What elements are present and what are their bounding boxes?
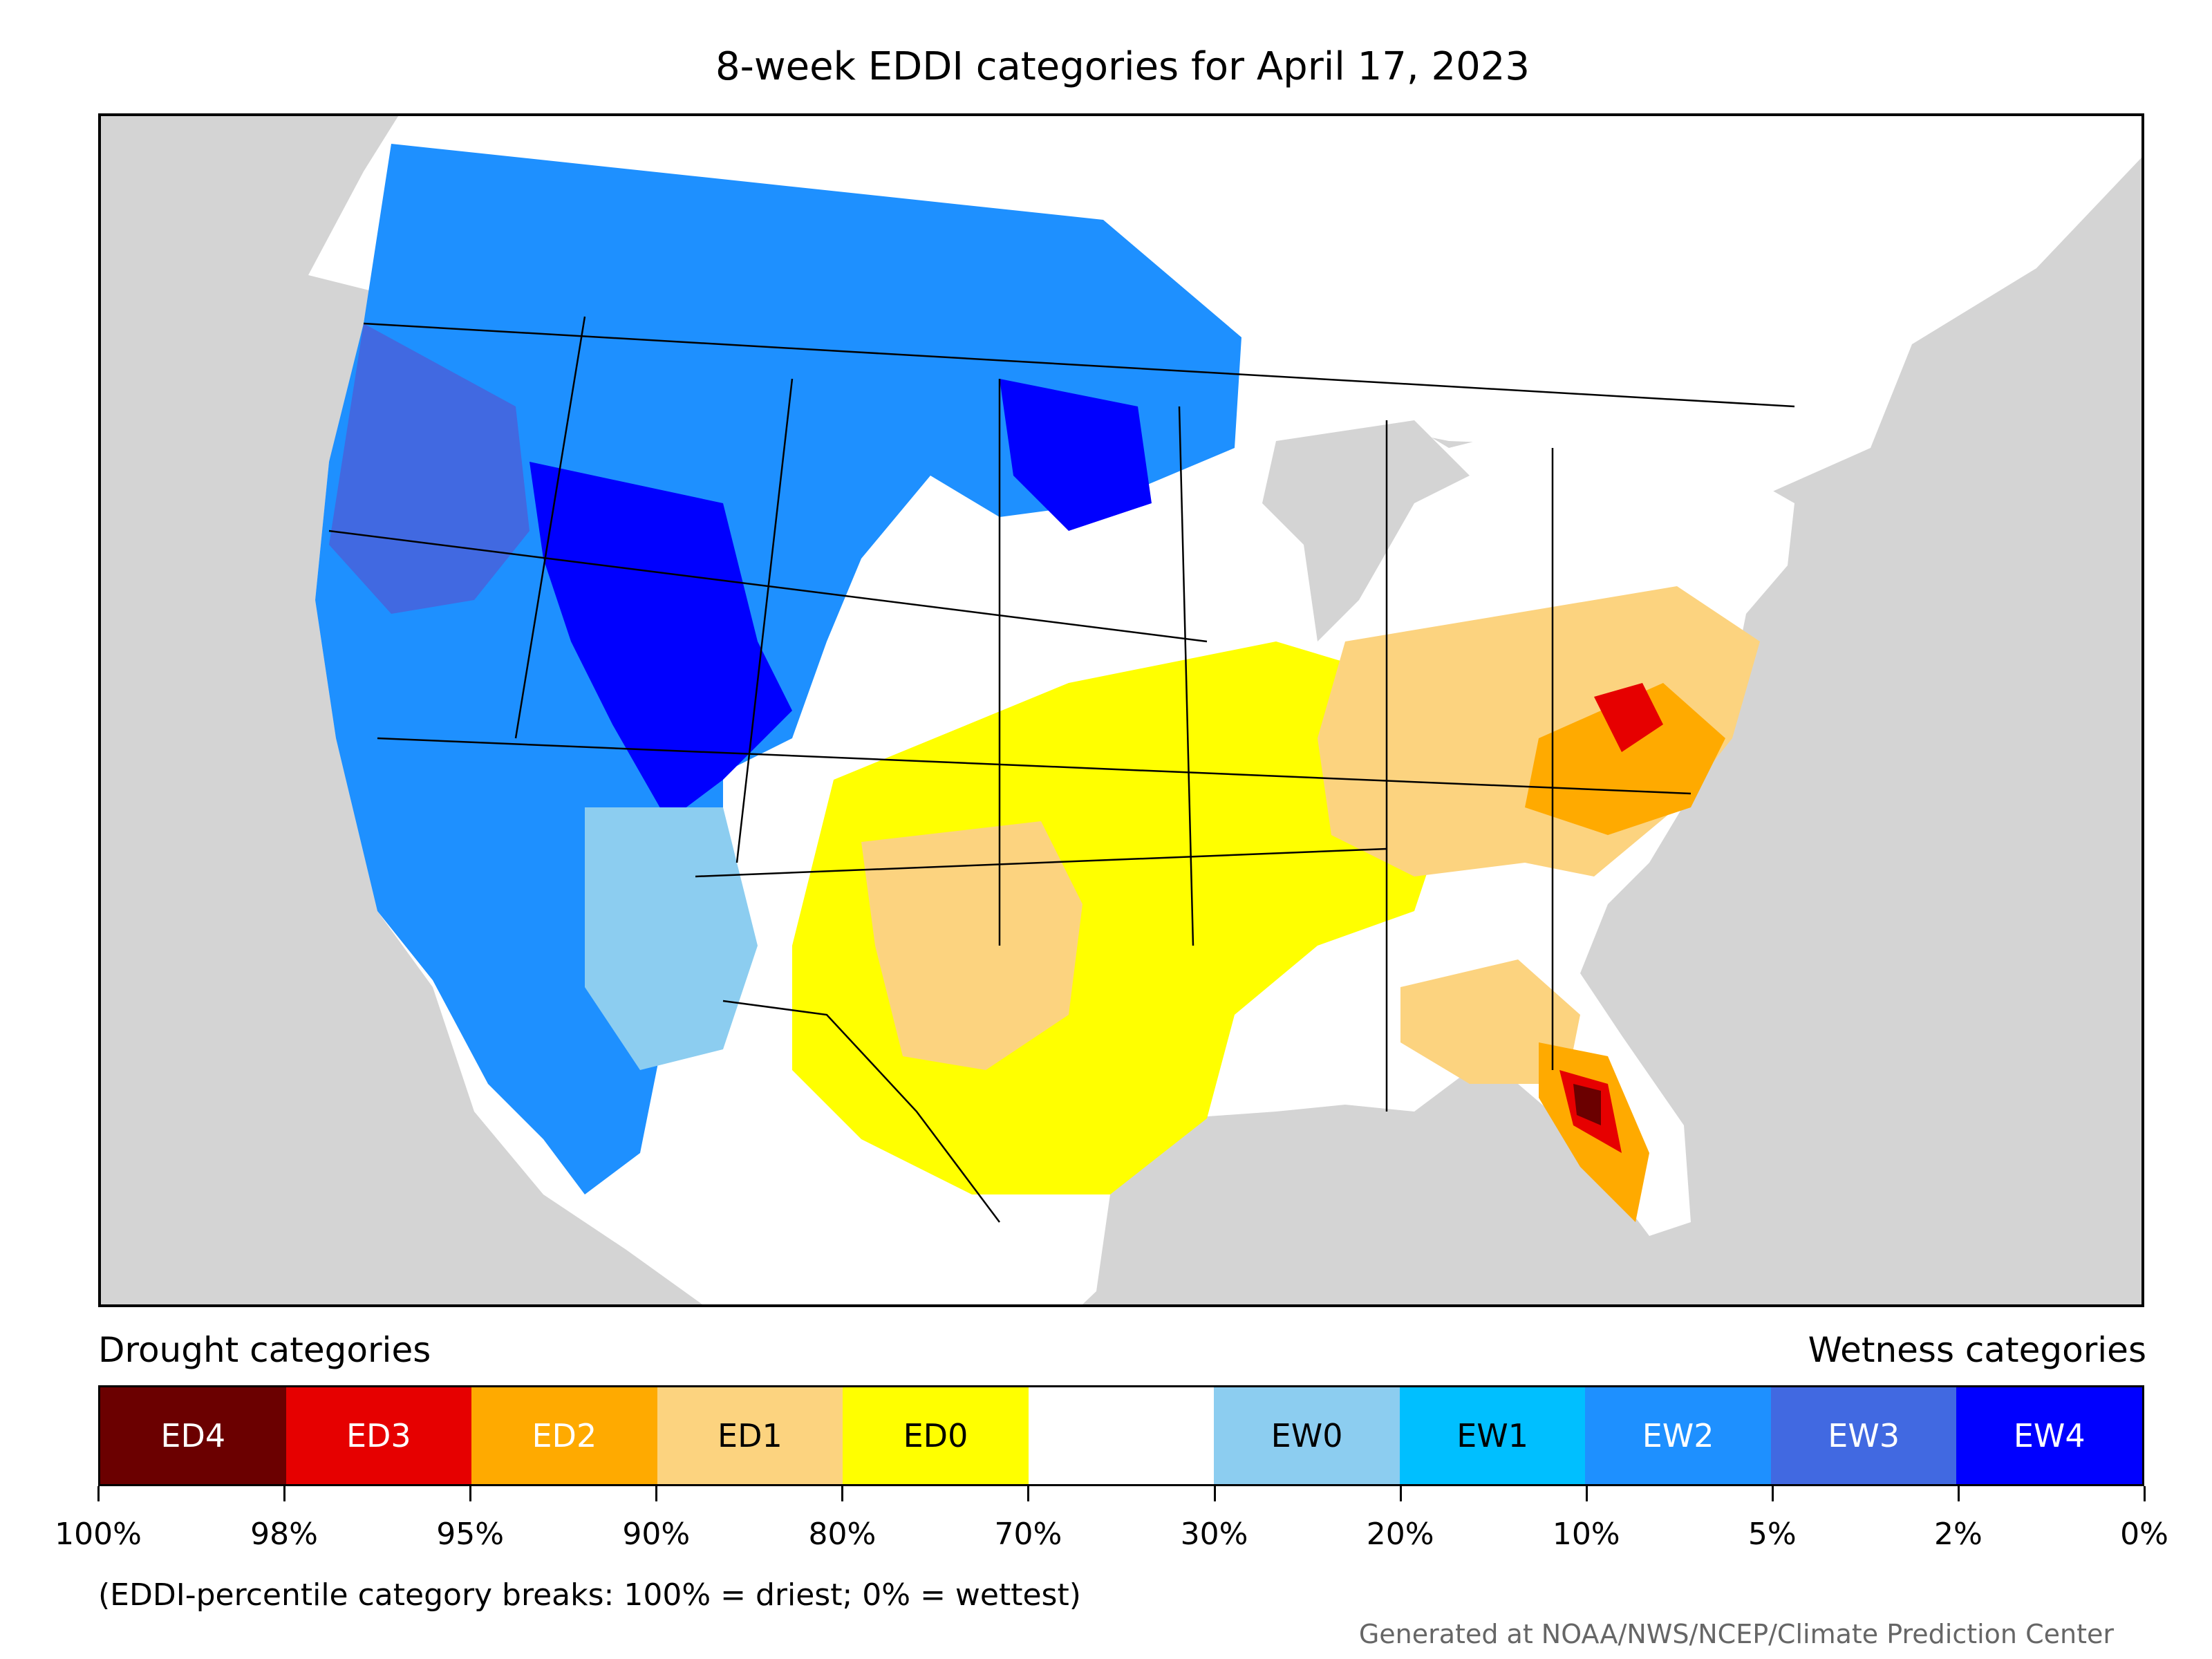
colorbar-tick <box>283 1486 286 1501</box>
wetness-categories-title: Wetness categories <box>1808 1330 2146 1370</box>
legend-swatch-ed1: ED1 <box>657 1387 843 1484</box>
colorbar-tick <box>1957 1486 1960 1501</box>
colorbar-tick-label: 80% <box>808 1517 877 1552</box>
legend-swatch-ew0: EW0 <box>1214 1387 1400 1484</box>
state-boundaries <box>328 316 1795 1223</box>
great-lakes <box>1262 420 1470 641</box>
legend-swatch-ed3: ED3 <box>285 1387 472 1484</box>
colorbar-tick <box>1771 1486 1774 1501</box>
legend-swatch-ed0: ED0 <box>843 1387 1029 1484</box>
colorbar-ticks <box>97 1486 2146 1503</box>
colorbar-tick-label: 70% <box>994 1517 1062 1552</box>
dry-florida-ed4 <box>1573 1084 1601 1125</box>
colorbar-tick <box>841 1486 844 1501</box>
legend-swatch-normal <box>1028 1387 1215 1484</box>
legend-note: (EDDI-percentile category breaks: 100% =… <box>98 1577 1081 1613</box>
colorbar-tick <box>1213 1486 1216 1501</box>
colorbar-tick-label: 100% <box>55 1517 142 1552</box>
colorbar-tick <box>655 1486 658 1501</box>
dry-texas-ed1 <box>861 821 1082 1070</box>
colorbar-tick <box>2144 1486 2146 1501</box>
legend-swatch-ew4: EW4 <box>1956 1387 2143 1484</box>
wet-southwest-ew0 <box>585 807 758 1070</box>
colorbar-tick <box>1585 1486 1588 1501</box>
legend-swatch-ew2: EW2 <box>1585 1387 1771 1484</box>
dry-virginia-ed3 <box>1594 683 1663 752</box>
colorbar-tick <box>469 1486 472 1501</box>
wet-west-ew3 <box>329 324 529 614</box>
colorbar-tick <box>1399 1486 1402 1501</box>
colorbar-tick <box>1027 1486 1030 1501</box>
eddi-map-svg <box>101 116 2141 1304</box>
wet-west-ew4 <box>529 462 792 821</box>
colorbar-tick-label: 98% <box>250 1517 318 1552</box>
eddi-map <box>98 113 2144 1307</box>
drought-categories-title: Drought categories <box>98 1330 431 1370</box>
colorbar-tick-label: 95% <box>436 1517 505 1552</box>
dry-east-ed2 <box>1525 683 1725 835</box>
colorbar-tick-label: 0% <box>2120 1517 2168 1552</box>
legend-swatch-ed2: ED2 <box>471 1387 657 1484</box>
colorbar-tick <box>97 1486 100 1501</box>
colorbar-tick-label: 20% <box>1366 1517 1434 1552</box>
legend-swatch-ew3: EW3 <box>1770 1387 1957 1484</box>
map-title: 8-week EDDI categories for April 17, 202… <box>715 44 1530 89</box>
credit-text: Generated at NOAA/NWS/NCEP/Climate Predi… <box>1358 1619 2114 1649</box>
legend-swatch-ew1: EW1 <box>1399 1387 1586 1484</box>
category-colorbar: ED4 ED3 ED2 ED1 ED0 EW0 EW1 EW2 EW3 EW4 <box>98 1385 2144 1486</box>
legend-swatch-ed4: ED4 <box>100 1387 286 1484</box>
wet-north-ew4 <box>1000 379 1152 531</box>
colorbar-tick-label: 2% <box>1934 1517 1983 1552</box>
colorbar-tick-label: 10% <box>1552 1517 1620 1552</box>
dry-southeast-ed1 <box>1400 959 1580 1084</box>
colorbar-tick-label: 5% <box>1747 1517 1797 1552</box>
colorbar-tick-label: 30% <box>1180 1517 1248 1552</box>
colorbar-tick-label: 90% <box>622 1517 691 1552</box>
